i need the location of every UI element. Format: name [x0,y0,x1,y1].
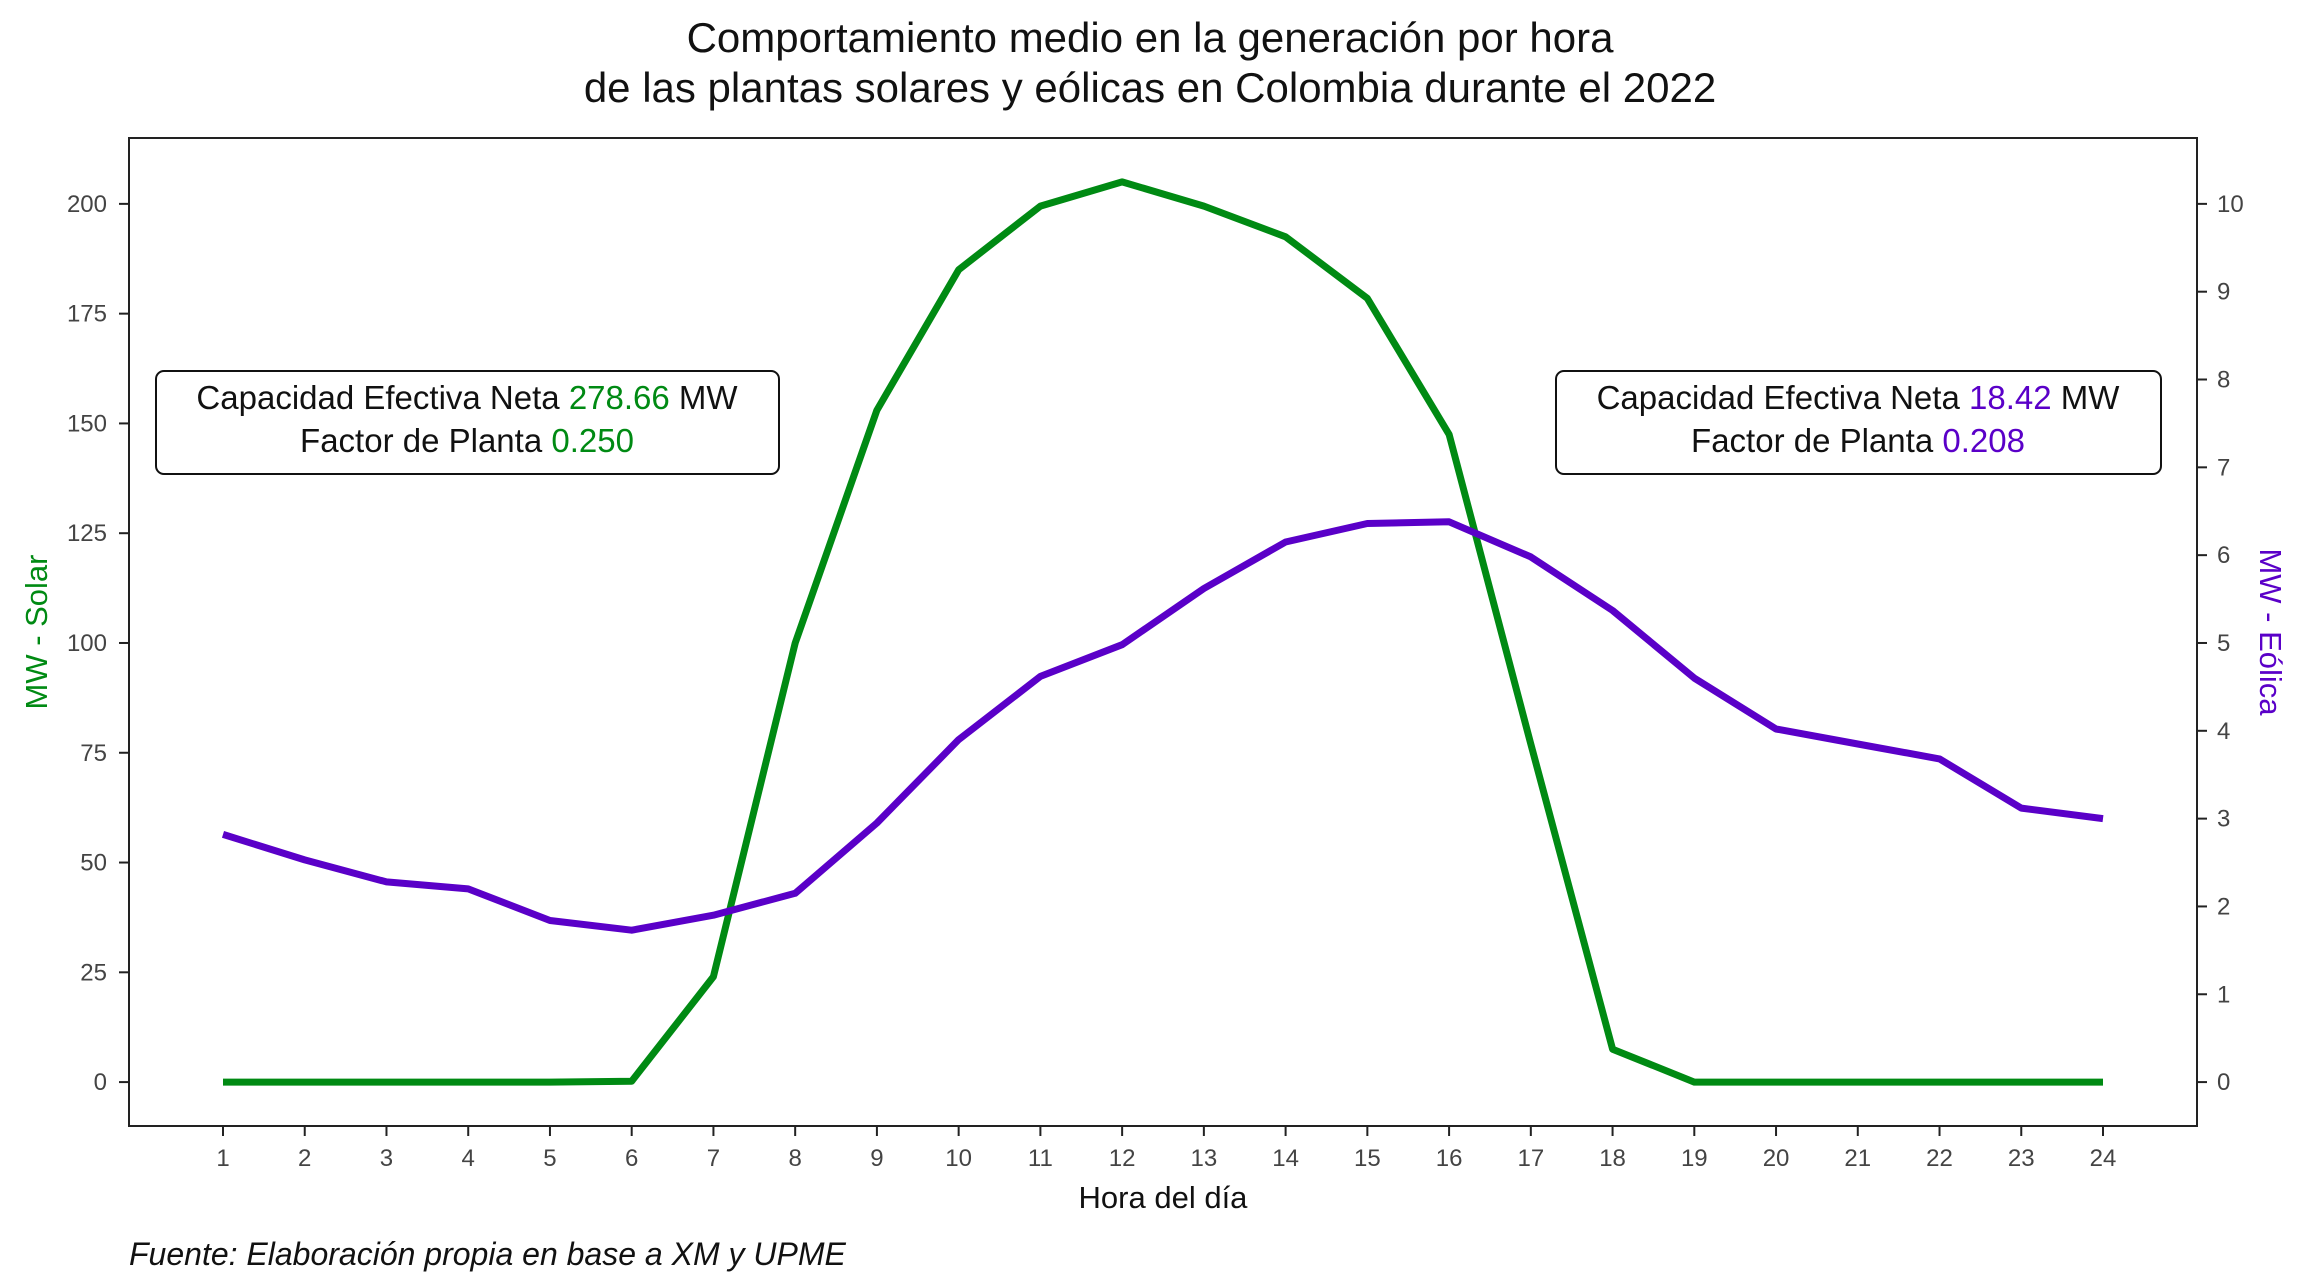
x-tick-label: 10 [945,1145,972,1172]
x-tick-label: 5 [543,1145,556,1172]
x-axis: 1 2 3 4 5 6 7 8 9 10 11 12 13 14 15 16 17 18 19 20 21 22 23 24 [216,1126,2116,1172]
x-tick-label: 7 [707,1145,720,1172]
x-tick-label: 2 [298,1145,311,1172]
y-right-tick-label: 10 [2217,191,2244,218]
y-axis-left-label: MW - Solar [19,555,54,710]
x-tick-label: 9 [870,1145,883,1172]
annotation-solar-capacity-prefix: Capacidad Efectiva Neta [196,379,568,416]
y-left-tick-label: 200 [67,191,107,218]
annotation-eolica-capacity-unit: MW [2052,379,2121,416]
y-left-tick-label: 0 [94,1069,107,1096]
annotation-eolica-line1: Capacidad Efectiva Neta 18.42 MW [1597,379,2121,416]
annotation-eolica-capacity-value: 18.42 [1969,379,2052,416]
x-tick-label: 22 [1926,1145,1953,1172]
chart-title-line2: de las plantas solares y eólicas en Colo… [584,64,1716,111]
x-tick-label: 20 [1763,1145,1790,1172]
y-right-tick-label: 5 [2217,630,2230,657]
y-left-tick-label: 125 [67,520,107,547]
x-axis-label: Hora del día [1079,1180,1249,1215]
y-axis-right-label: MW - Eólica [2253,548,2288,716]
x-tick-label: 24 [2090,1145,2117,1172]
x-tick-label: 4 [462,1145,475,1172]
x-tick-label: 23 [2008,1145,2035,1172]
y-right-tick-label: 4 [2217,718,2230,745]
y-left-tick-label: 50 [80,850,107,877]
y-right-tick-label: 3 [2217,806,2230,833]
x-tick-label: 3 [380,1145,393,1172]
x-tick-label: 19 [1681,1145,1708,1172]
y-axis-left: 0 25 50 75 100 125 150 175 200 [67,191,129,1096]
x-tick-label: 11 [1028,1145,1053,1172]
y-right-tick-label: 2 [2217,893,2230,920]
x-tick-label: 21 [1844,1145,1871,1172]
annotation-eolica-factor-prefix: Factor de Planta [1691,422,1942,459]
source-caption: Fuente: Elaboración propia en base a XM … [129,1236,846,1272]
y-left-tick-label: 100 [67,630,107,657]
annotation-solar-box [155,370,780,475]
series-line-solar [223,178,2103,1086]
y-right-tick-label: 6 [2217,542,2230,569]
annotation-solar: Capacidad Efectiva Neta 278.66 MW Factor… [155,370,780,475]
x-tick-label: 12 [1109,1145,1136,1172]
x-tick-label: 1 [216,1145,229,1172]
x-tick-label: 15 [1354,1145,1381,1172]
plot-panel [128,137,2198,1127]
series-layer [221,178,2104,1086]
annotation-eolica: Capacidad Efectiva Neta 18.42 MW Factor … [1555,370,2162,475]
y-right-tick-label: 9 [2217,279,2230,306]
x-tick-label: 18 [1599,1145,1626,1172]
y-axis-right: 0 1 2 3 4 5 6 7 8 9 10 [2197,191,2244,1096]
x-tick-label: 14 [1272,1145,1299,1172]
y-right-tick-label: 7 [2217,454,2230,481]
annotation-eolica-box [1555,370,2162,475]
annotation-eolica-factor-value: 0.208 [1942,422,2025,459]
x-tick-label: 13 [1191,1145,1218,1172]
y-left-tick-label: 150 [67,410,107,437]
y-left-tick-label: 175 [67,301,107,328]
y-right-tick-label: 0 [2217,1069,2230,1096]
y-left-tick-label: 25 [80,959,107,986]
x-tick-label: 6 [625,1145,638,1172]
y-right-tick-label: 1 [2217,981,2230,1008]
annotation-solar-capacity-unit: MW [670,379,739,416]
annotation-solar-capacity-value: 278.66 [569,379,670,416]
series-line-eolica [221,518,2104,934]
annotation-solar-line2: Factor de Planta 0.250 [300,422,634,459]
chart-title-line1: Comportamiento medio en la generación po… [687,14,1615,61]
annotation-solar-factor-prefix: Factor de Planta [300,422,551,459]
x-tick-label: 16 [1436,1145,1463,1172]
annotation-eolica-line2: Factor de Planta 0.208 [1691,422,2025,459]
annotation-eolica-capacity-prefix: Capacidad Efectiva Neta [1597,379,1969,416]
y-left-tick-label: 75 [80,740,107,767]
annotation-solar-line1: Capacidad Efectiva Neta 278.66 MW [196,379,738,416]
y-right-tick-label: 8 [2217,367,2230,394]
annotation-solar-factor-value: 0.250 [551,422,634,459]
x-tick-label: 17 [1517,1145,1544,1172]
x-tick-label: 8 [788,1145,801,1172]
